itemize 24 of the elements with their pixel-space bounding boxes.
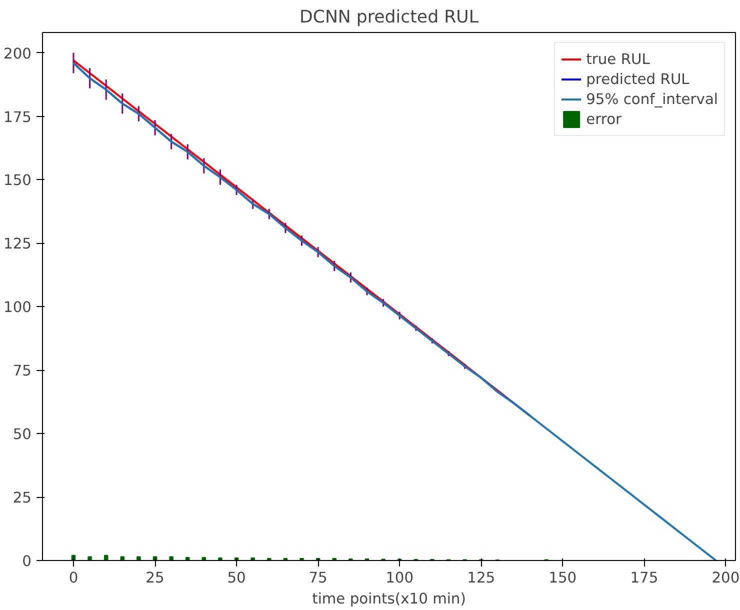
legend-label: true RUL	[586, 50, 650, 68]
y-tick-label: 75	[12, 362, 32, 380]
y-tick-label: 200	[4, 45, 32, 62]
y-tick-label: 175	[4, 108, 32, 126]
x-tick-label: 125	[467, 570, 496, 586]
x-tick-label: 0	[68, 570, 78, 586]
x-tick-label: 50	[227, 570, 246, 586]
x-axis-title: time points(x10 min)	[312, 590, 466, 608]
x-tick-label: 150	[548, 570, 577, 586]
legend-label: 95% conf_interval	[586, 90, 718, 108]
y-tick-label: 50	[12, 426, 32, 444]
y-tick-label: 25	[12, 490, 32, 507]
legend-label: predicted RUL	[586, 70, 690, 88]
x-tick-label: 175	[630, 570, 658, 586]
x-tick-label: 100	[386, 570, 414, 586]
x-tick-label: 25	[146, 570, 164, 586]
x-tick-label: 75	[308, 570, 328, 586]
y-tick-label: 100	[4, 299, 32, 316]
y-tick-label: 125	[4, 236, 32, 253]
x-tick-label: 200	[712, 570, 740, 586]
y-tick-label: 150	[4, 172, 32, 190]
y-tick-label: 0	[22, 553, 32, 570]
chart-title: DCNN predicted RUL	[300, 8, 479, 28]
legend-label: error	[586, 110, 622, 128]
